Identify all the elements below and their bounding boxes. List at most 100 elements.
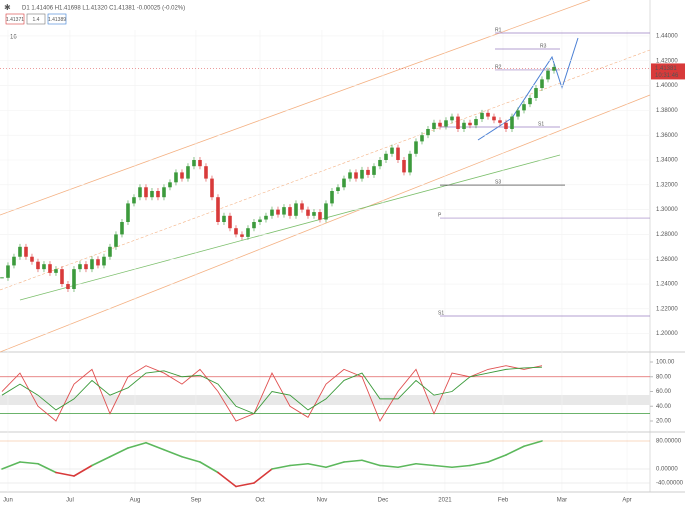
- momentum-segment: [235, 482, 255, 488]
- quote-box[interactable]: [5, 13, 25, 25]
- y-tick-label: 1.36000: [656, 133, 678, 139]
- candle-body: [528, 97, 532, 105]
- momentum-segment: [397, 462, 417, 469]
- candle-body: [222, 215, 226, 223]
- candle-body: [348, 172, 352, 179]
- momentum-segment: [1, 461, 21, 470]
- candle-body: [426, 128, 430, 136]
- interval-label: 16: [10, 35, 17, 41]
- momentum-segment: [325, 461, 345, 469]
- y-tick-label: 1.30000: [656, 207, 678, 213]
- candle-body: [432, 122, 436, 129]
- candle-body: [12, 256, 16, 266]
- candle-body: [216, 197, 220, 223]
- candle-body: [324, 203, 328, 220]
- momentum-segment: [217, 471, 237, 488]
- candle-body: [534, 88, 538, 98]
- candle-body: [444, 120, 448, 127]
- candle-body: [468, 122, 472, 126]
- y-tick-label: 1.32000: [656, 182, 678, 188]
- candle-body: [18, 246, 22, 257]
- candle-body: [288, 207, 292, 216]
- candle-body: [546, 70, 550, 80]
- pivot-label: S1: [538, 121, 544, 127]
- candle-body: [162, 187, 166, 198]
- y-tick-label: 1.20000: [656, 331, 678, 337]
- oscillator-line: [1, 365, 543, 422]
- momentum-segment: [91, 455, 111, 467]
- candle-body: [96, 259, 100, 266]
- momentum-segment: [487, 454, 507, 463]
- x-tick-label: 2021: [438, 498, 452, 504]
- candle-body: [210, 178, 214, 198]
- candle-body: [462, 122, 466, 129]
- y-tick-label: 1.24000: [656, 282, 678, 288]
- y-tick-label: 1.38000: [656, 108, 678, 114]
- moving-average: [19, 154, 561, 301]
- candle-body: [150, 191, 154, 198]
- pivot-label: S1: [438, 310, 444, 316]
- candle-body: [174, 172, 178, 183]
- y-tick-label: 1.42000: [656, 58, 678, 64]
- y-tick-label: 1.28000: [656, 232, 678, 238]
- y-tick-label: 100.00: [656, 360, 675, 366]
- candle-body: [36, 261, 40, 270]
- candle-body: [270, 209, 274, 216]
- candle-body: [456, 116, 460, 129]
- candle-body: [330, 191, 334, 204]
- candle-body: [180, 172, 184, 179]
- momentum-segment: [433, 464, 453, 469]
- pivot-label: R2: [495, 64, 502, 70]
- candle-body: [84, 264, 88, 270]
- candle-body: [264, 215, 268, 220]
- pivot-label: R3: [540, 43, 547, 49]
- candle-body: [504, 122, 508, 129]
- candle-body: [252, 222, 256, 229]
- candle-body: [72, 269, 76, 289]
- quote-box[interactable]: [26, 13, 46, 25]
- y-tick-label: 1.44000: [656, 34, 678, 40]
- pivot-label: R1: [495, 27, 502, 33]
- candle-body: [474, 119, 478, 126]
- candle-body: [48, 264, 52, 273]
- candle-body: [42, 264, 46, 270]
- candle-body: [78, 264, 82, 270]
- candle-body: [198, 159, 202, 167]
- y-tick-label: 1.40000: [656, 83, 678, 89]
- momentum-segment: [361, 459, 381, 467]
- momentum-segment: [307, 462, 327, 469]
- momentum-segment: [379, 464, 399, 469]
- x-tick-label: Oct: [255, 498, 265, 504]
- candle-body: [90, 259, 94, 270]
- candle-body: [300, 203, 304, 210]
- x-tick-label: Feb: [498, 498, 509, 504]
- logo-icon[interactable]: ✱: [4, 3, 11, 12]
- last-price-box: [651, 63, 685, 80]
- candle-body: [108, 246, 112, 257]
- momentum-segment: [289, 462, 309, 467]
- quote-box[interactable]: [47, 13, 67, 25]
- momentum-segment: [127, 441, 147, 449]
- candle-body: [66, 284, 70, 289]
- x-tick-label: Apr: [622, 498, 631, 504]
- candle-body: [378, 159, 382, 167]
- candle-body: [336, 187, 340, 191]
- momentum-segment: [55, 471, 75, 477]
- candle-body: [438, 122, 442, 127]
- x-tick-label: Mar: [557, 498, 567, 504]
- candle-body: [492, 116, 496, 121]
- y-tick-label: 20.00: [656, 419, 672, 425]
- candle-body: [402, 159, 406, 173]
- x-tick-label: Sep: [191, 498, 202, 504]
- candle-body: [276, 209, 280, 215]
- candle-body: [114, 234, 118, 247]
- candle-body: [414, 141, 418, 154]
- y-tick-label: 80.00000: [656, 439, 682, 445]
- pivot-label: P: [438, 212, 442, 218]
- candle-body: [144, 187, 148, 198]
- oscillator-line: [1, 366, 543, 415]
- x-tick-label: Jul: [66, 498, 74, 504]
- momentum-segment: [19, 461, 39, 465]
- candle-body: [168, 182, 172, 188]
